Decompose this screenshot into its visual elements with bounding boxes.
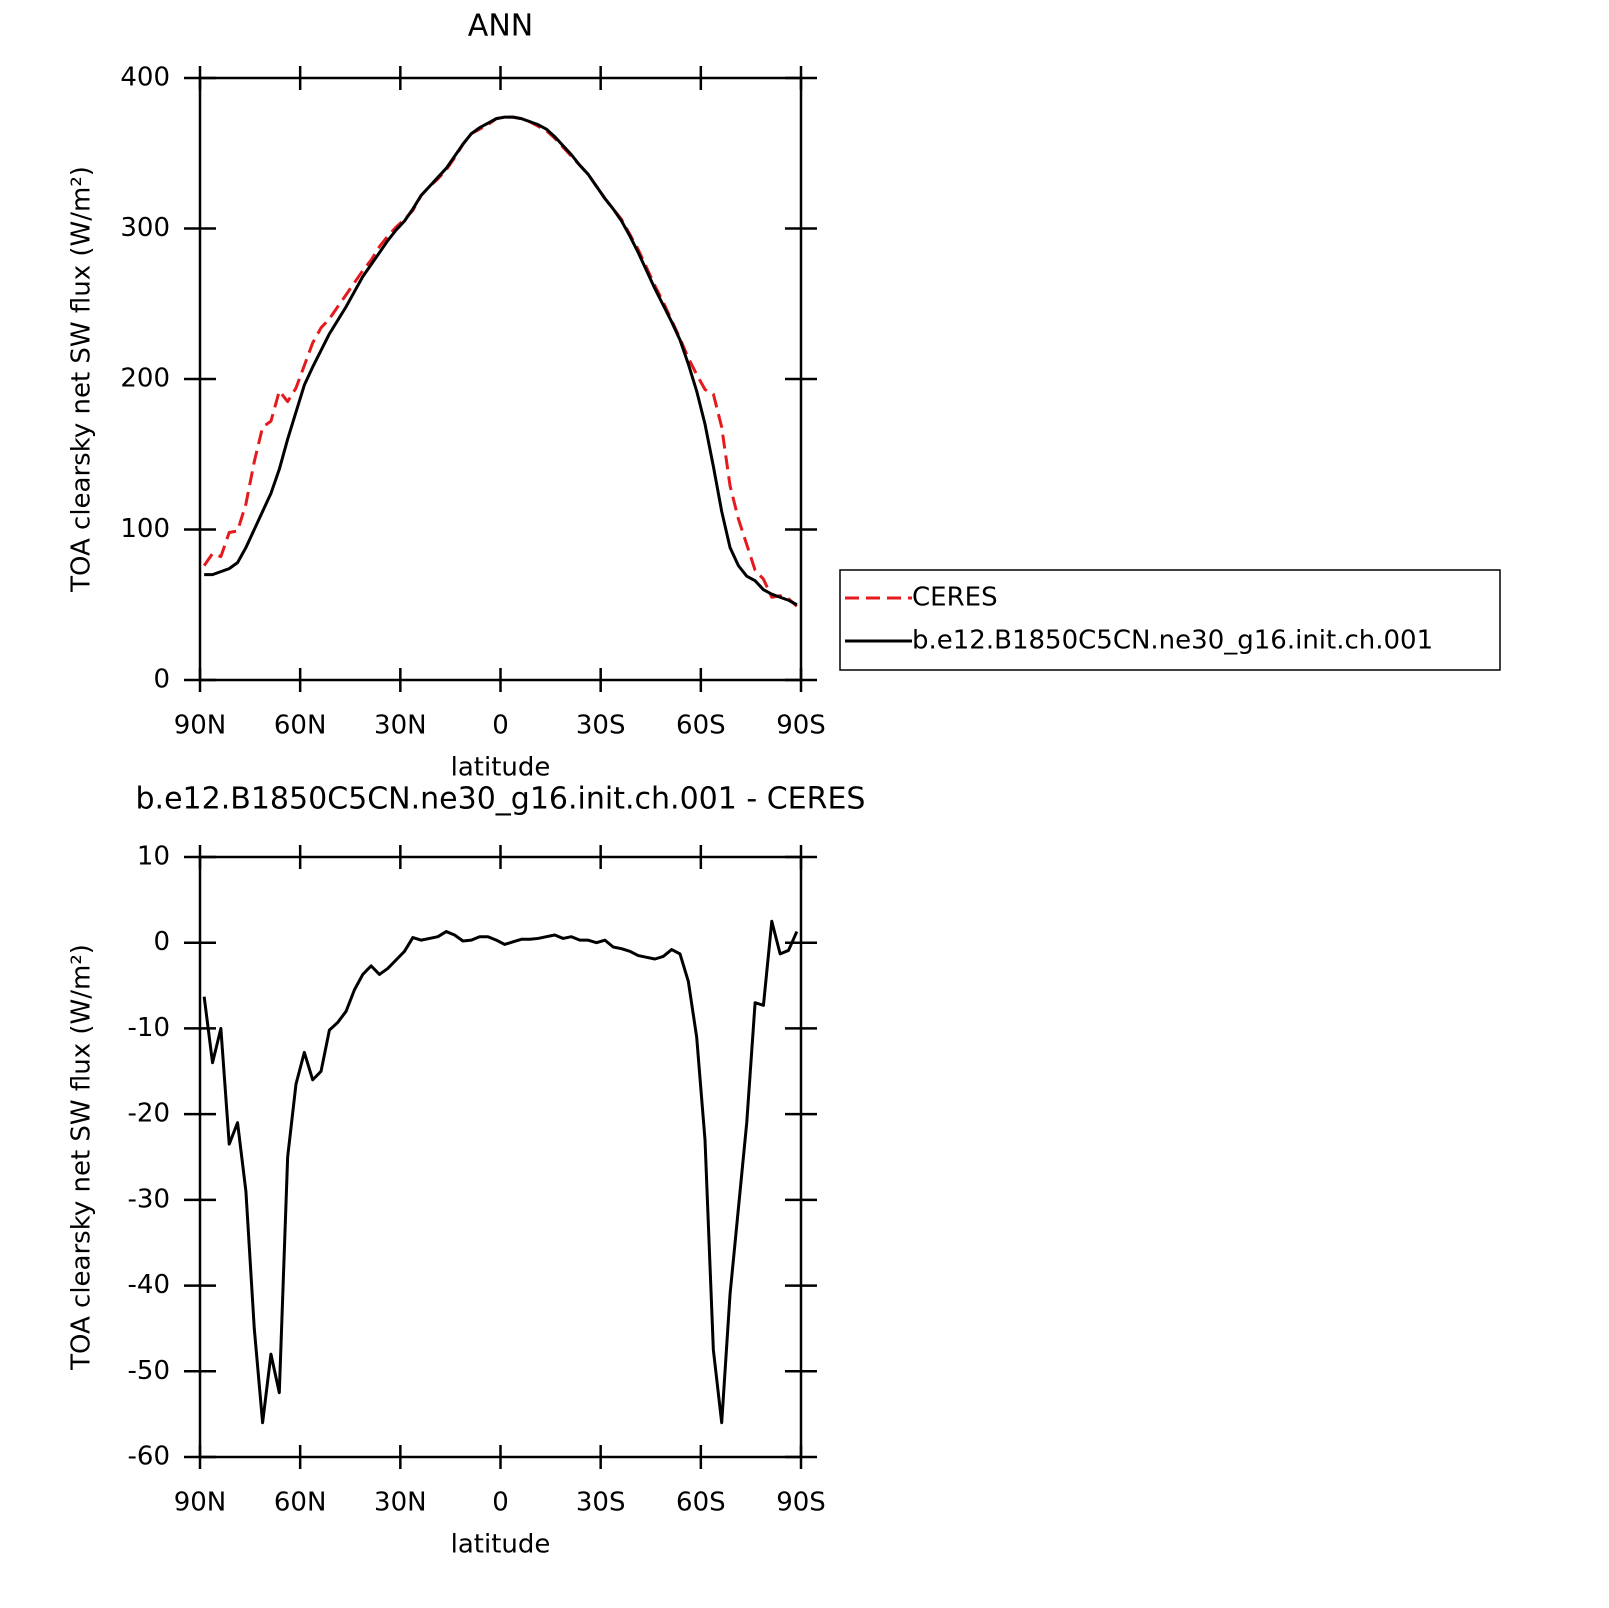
x-tick-label: 30N xyxy=(374,711,427,741)
x-tick-label: 60N xyxy=(274,1488,327,1518)
x-tick-label: 90S xyxy=(776,711,826,741)
plot-frame xyxy=(198,855,803,1459)
legend-label: b.e12.B1850C5CN.ne30_g16.init.ch.001 xyxy=(912,626,1433,656)
data-line xyxy=(204,115,798,607)
y-axis-label: TOA clearsky net SW flux (W/m²) xyxy=(67,944,97,1371)
y-axis-label: TOA clearsky net SW flux (W/m²) xyxy=(67,166,97,593)
plot-frame xyxy=(198,76,803,682)
x-axis-label: latitude xyxy=(451,1530,551,1560)
y-tick-label: 400 xyxy=(120,63,170,93)
y-tick-label: 0 xyxy=(153,665,170,695)
x-tick-label: 90N xyxy=(174,1488,227,1518)
y-tick-label: 300 xyxy=(120,213,170,243)
y-tick-label: -60 xyxy=(128,1442,170,1472)
x-tick-label: 60S xyxy=(676,1488,726,1518)
x-axis-label: latitude xyxy=(451,753,551,783)
y-tick-label: 10 xyxy=(137,842,170,872)
y-tick-label: 200 xyxy=(120,364,170,394)
chart-title: ANN xyxy=(468,9,533,44)
y-tick-label: -50 xyxy=(128,1356,170,1386)
x-tick-label: 30S xyxy=(576,711,626,741)
chart-title: b.e12.B1850C5CN.ne30_g16.init.ch.001 - C… xyxy=(136,782,866,817)
x-tick-label: 0 xyxy=(492,1488,509,1518)
y-tick-label: -40 xyxy=(128,1270,170,1300)
x-tick-label: 30S xyxy=(576,1488,626,1518)
data-line xyxy=(202,919,799,1425)
x-tick-label: 90S xyxy=(776,1488,826,1518)
x-tick-label: 60N xyxy=(274,711,327,741)
y-tick-label: -30 xyxy=(128,1184,170,1214)
y-tick-label: -20 xyxy=(128,1099,170,1129)
x-tick-label: 0 xyxy=(492,711,509,741)
y-tick-label: 100 xyxy=(120,514,170,544)
x-tick-label: 90N xyxy=(174,711,227,741)
legend-box xyxy=(839,569,1501,671)
x-tick-label: 30N xyxy=(374,1488,427,1518)
y-tick-label: 0 xyxy=(153,927,170,957)
y-tick-label: -10 xyxy=(128,1013,170,1043)
x-tick-label: 60S xyxy=(676,711,726,741)
data-line xyxy=(202,115,798,608)
legend-label: CERES xyxy=(912,583,998,613)
